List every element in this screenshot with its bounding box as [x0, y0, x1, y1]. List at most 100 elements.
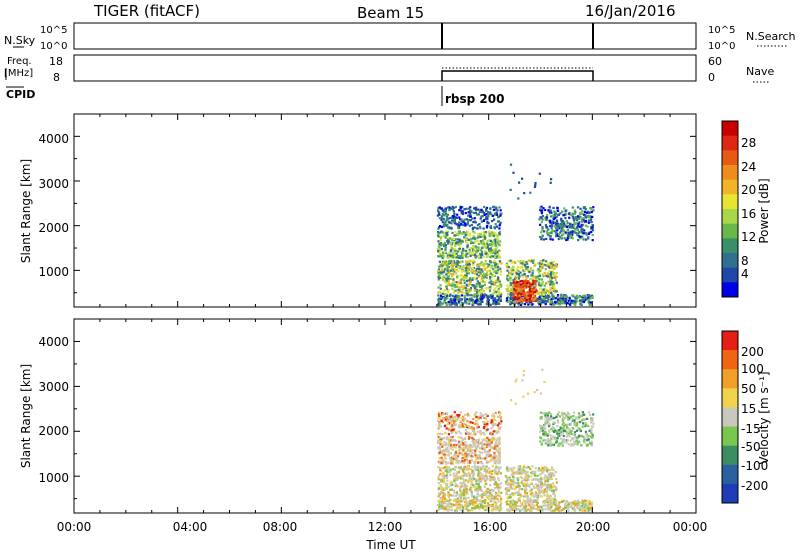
scatter-cell	[447, 260, 450, 263]
scatter-cell	[575, 439, 578, 442]
scatter-cell	[538, 271, 541, 274]
scatter-cell	[545, 433, 548, 436]
scatter-cell	[545, 218, 549, 221]
scatter-cell	[538, 236, 542, 239]
scatter-cell	[536, 474, 539, 477]
scatter-cell	[540, 260, 543, 264]
scatter-cell	[454, 454, 458, 457]
scatter-cell	[441, 452, 444, 455]
scatter-cell	[441, 489, 445, 492]
scatter-cell	[492, 446, 495, 449]
scatter-cell	[520, 472, 523, 476]
scatter-cell	[571, 300, 574, 303]
scatter-cell	[471, 440, 474, 443]
scatter-cell	[473, 477, 476, 480]
scatter-cell	[451, 439, 454, 442]
scatter-cell	[490, 255, 493, 258]
scatter-cell	[475, 448, 478, 451]
scatter-cell	[485, 465, 488, 468]
scatter-cell	[447, 277, 450, 280]
scatter-cell	[452, 220, 456, 223]
scatter-cell	[517, 498, 520, 501]
scatter-cell	[483, 293, 486, 296]
scatter-cell	[490, 421, 493, 424]
scatter-cell	[485, 417, 488, 420]
scatter-cell	[578, 225, 581, 228]
scatter-cell	[540, 472, 544, 475]
scatter-cell	[559, 427, 562, 430]
scatter-cell	[483, 498, 486, 502]
scatter-cell	[515, 299, 518, 302]
scatter-cell	[539, 508, 542, 511]
scatter-cell	[562, 233, 565, 236]
scatter-cell	[529, 493, 532, 496]
scatter-cell	[463, 417, 466, 420]
scatter-cell	[453, 491, 456, 494]
scatter-cell	[443, 242, 447, 245]
scatter-cell	[572, 437, 575, 440]
scatter-cell	[493, 298, 496, 302]
scatter-cell	[561, 219, 564, 223]
scatter-cell	[451, 256, 454, 259]
scatter-cell	[530, 482, 533, 485]
scatter-cell	[479, 285, 482, 288]
scatter-cell	[476, 479, 480, 482]
scatter-cell	[540, 231, 543, 234]
scatter-cell	[444, 279, 447, 282]
scatter-cell	[456, 238, 459, 241]
scatter-cell	[588, 506, 591, 509]
scatter-cell	[444, 507, 447, 510]
scatter-cell	[488, 494, 491, 497]
scatter-cell	[444, 505, 447, 508]
scatter-cell	[463, 265, 466, 268]
scatter-cell	[479, 300, 482, 303]
scatter-cell	[486, 487, 490, 490]
scatter-cell	[444, 246, 447, 249]
scatter-cell	[569, 299, 572, 302]
scatter-cell	[462, 438, 465, 441]
scatter-cell	[516, 471, 519, 474]
scatter-cell	[549, 281, 552, 284]
scatter-cell	[475, 206, 478, 209]
scatter-cell	[547, 420, 550, 423]
scatter-cell	[471, 227, 474, 230]
scatter-cell	[517, 276, 520, 279]
scatter-cell	[463, 467, 466, 471]
scatter-cell	[523, 506, 526, 509]
scatter-cell	[473, 217, 476, 220]
scatter-cell	[521, 275, 524, 279]
scatter-cell	[459, 489, 462, 492]
scatter-cell	[470, 210, 473, 213]
scatter-cell	[562, 441, 565, 444]
scatter-cell	[454, 303, 457, 306]
scatter-cell	[438, 290, 442, 293]
scatter-cell	[466, 292, 469, 295]
scatter-cell	[459, 205, 462, 208]
scatter-cell	[485, 450, 489, 453]
scatter-cell	[454, 289, 458, 292]
scatter-cell	[528, 270, 531, 274]
scatter-cell	[440, 303, 443, 306]
scatter-cell	[573, 419, 576, 422]
scatter-cell	[493, 455, 496, 458]
scatter-cell	[470, 426, 473, 429]
scatter-cell	[547, 507, 550, 510]
scatter-cell	[536, 483, 539, 486]
scatter-cell	[538, 430, 542, 433]
scatter-cell	[573, 219, 576, 222]
scatter-cell	[549, 280, 552, 283]
scatter-cell	[576, 206, 580, 209]
scatter-cell	[493, 423, 496, 426]
scatter-cell	[569, 236, 572, 239]
scatter-cell	[494, 213, 497, 216]
scatter-cell	[470, 436, 473, 439]
scatter-cell	[452, 215, 455, 218]
scatter-cell	[461, 425, 465, 428]
scatter-cell	[505, 299, 508, 302]
scatter-cell	[582, 232, 585, 235]
scatter-cell	[564, 217, 567, 220]
scatter-cell	[479, 227, 482, 230]
scatter-cell	[451, 266, 454, 269]
scatter-cell	[517, 292, 520, 295]
scatter-cell	[518, 472, 521, 475]
